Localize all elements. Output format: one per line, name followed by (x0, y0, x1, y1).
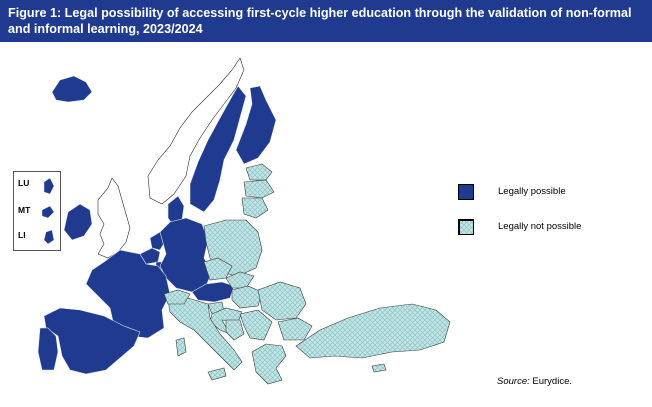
country-iceland (51, 75, 93, 103)
inset-malta-shape (41, 205, 55, 219)
legally-not-possible-countries (163, 163, 451, 385)
country-norway (147, 57, 245, 205)
country-uk (97, 177, 131, 259)
country-spain (43, 307, 141, 375)
country-sicily (207, 367, 227, 381)
country-france (85, 249, 171, 339)
country-portugal (37, 327, 59, 371)
country-ireland (63, 203, 93, 241)
country-slovakia (225, 271, 255, 289)
source-text: Eurydice. (532, 376, 572, 387)
country-hungary (231, 285, 263, 309)
country-italy (167, 297, 243, 371)
legally-possible-countries (37, 75, 277, 375)
country-bulgaria (277, 317, 313, 341)
country-finland (235, 85, 277, 165)
country-lithuania (241, 197, 269, 219)
legend-label-possible: Legally possible (498, 186, 566, 197)
europe-map (0, 42, 652, 407)
inset-label-li: LI (18, 230, 26, 240)
source-note: Source: Eurydice. (497, 376, 572, 387)
legend-swatch-not-possible (458, 219, 474, 235)
small-countries-inset: LU MT LI (13, 171, 61, 251)
country-cyprus (371, 363, 387, 373)
country-latvia (243, 179, 275, 199)
country-turkey (295, 303, 451, 359)
country-germany (159, 217, 213, 293)
country-sweden (189, 85, 247, 213)
country-bosnia (225, 319, 245, 341)
inset-shapes (41, 177, 55, 245)
inset-liechtenstein-shape (43, 229, 55, 245)
inset-label-lu: LU (18, 178, 30, 188)
figure-title: Figure 1: Legal possibility of accessing… (0, 0, 652, 42)
legend-swatch-possible (458, 184, 474, 200)
country-sardinia (175, 337, 187, 357)
country-switzerland (163, 289, 191, 305)
country-greece (251, 343, 287, 385)
source-prefix: Source: (497, 376, 530, 387)
country-romania (257, 281, 307, 321)
legend-label-not-possible: Legally not possible (498, 221, 582, 232)
country-estonia (245, 163, 273, 181)
country-serbia (239, 309, 273, 341)
map-svg (37, 57, 451, 385)
inset-label-mt: MT (18, 205, 31, 215)
inset-luxembourg-shape (43, 177, 55, 195)
outside-countries (97, 57, 245, 259)
country-czechia (203, 257, 233, 281)
